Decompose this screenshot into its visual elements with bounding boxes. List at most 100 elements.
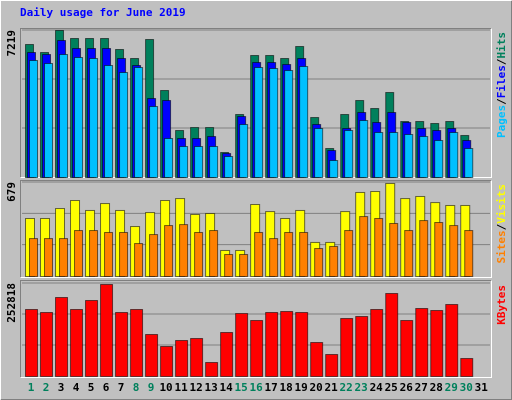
bar (269, 238, 279, 278)
bar (145, 333, 159, 377)
bar (404, 230, 414, 277)
bar (239, 253, 249, 278)
bar (374, 131, 384, 179)
bar (400, 319, 414, 378)
x-tick-label: 31 (475, 381, 489, 394)
bar (314, 248, 324, 277)
y-tick-label: 679 (5, 182, 18, 202)
x-tick-label: 14 (219, 381, 233, 394)
chart-title: Daily usage for June 2019 (20, 6, 186, 19)
bar (280, 310, 294, 377)
bar (220, 331, 234, 378)
bar (29, 238, 38, 278)
bar (295, 311, 309, 377)
panel-bevel (20, 280, 492, 378)
bar (100, 283, 114, 377)
bar (464, 148, 474, 179)
bar (74, 57, 84, 179)
x-tick-label: 1 (28, 381, 35, 394)
bar (115, 311, 129, 377)
x-tick-label: 30 (460, 381, 473, 394)
legend: KBytes (495, 285, 508, 325)
x-tick-label: 21 (325, 381, 339, 394)
bar (130, 308, 144, 377)
panel-bevel (20, 28, 492, 178)
x-tick-label: 2 (43, 381, 50, 394)
bar (430, 309, 444, 378)
legend-label: Files (495, 65, 508, 98)
x-tick-label: 11 (174, 381, 188, 394)
bar (44, 238, 54, 278)
bar (194, 146, 204, 178)
x-tick-label: 28 (430, 381, 443, 394)
x-tick-label: 6 (103, 381, 110, 394)
bar (70, 308, 84, 377)
bar (340, 317, 354, 377)
bar (464, 230, 474, 277)
bar (265, 311, 279, 377)
bar (310, 341, 324, 377)
bar (374, 217, 384, 277)
bar (329, 159, 339, 178)
legend-separator: / (495, 98, 508, 105)
bar (325, 353, 339, 378)
bar (329, 245, 339, 277)
bar (149, 106, 159, 178)
bar (419, 136, 429, 178)
bar (160, 345, 174, 377)
bar (359, 120, 369, 179)
bar (449, 131, 459, 179)
bar (74, 230, 84, 277)
bar (190, 337, 204, 378)
bar (209, 146, 219, 178)
bar (85, 299, 99, 377)
x-tick-label: 29 (445, 381, 458, 394)
bar (284, 231, 294, 278)
x-tick-label: 20 (310, 381, 323, 394)
bar (164, 138, 174, 179)
bar (119, 72, 129, 178)
bar (59, 54, 69, 178)
bar (175, 339, 189, 377)
bar (194, 231, 204, 278)
bar (40, 311, 54, 377)
bar (25, 308, 38, 377)
y-tick-label: 7219 (5, 30, 18, 57)
bar (359, 216, 369, 278)
bar (434, 222, 444, 277)
y-tick-label: 252818 (5, 283, 18, 323)
bar (284, 70, 294, 178)
bar (269, 67, 279, 178)
bar (209, 230, 219, 277)
bar (239, 123, 249, 179)
bar (179, 224, 189, 277)
legend: Sites/Visits (495, 184, 508, 264)
bar (389, 222, 399, 277)
bar (344, 230, 354, 277)
bar (370, 308, 384, 377)
bar (55, 296, 69, 377)
x-tick-label: 15 (234, 381, 247, 394)
bar (385, 292, 399, 377)
panel-bevel (20, 180, 492, 278)
x-tick-label: 12 (189, 381, 202, 394)
bar (419, 220, 429, 277)
legend: Pages/Files/Hits (495, 32, 508, 138)
bar (59, 238, 69, 278)
bar (179, 146, 189, 178)
bar (404, 133, 414, 178)
x-tick-label: 5 (88, 381, 95, 394)
bar (299, 231, 309, 278)
bar (344, 130, 354, 178)
x-tick-label: 10 (159, 381, 172, 394)
legend-label: Sites (495, 230, 508, 263)
x-tick-label: 27 (415, 381, 428, 394)
x-tick-label: 26 (400, 381, 414, 394)
x-tick-label: 4 (73, 381, 80, 394)
bar (434, 140, 444, 178)
legend-label: Pages (495, 105, 508, 138)
x-tick-label: 22 (340, 381, 353, 394)
legend-separator: / (495, 223, 508, 230)
